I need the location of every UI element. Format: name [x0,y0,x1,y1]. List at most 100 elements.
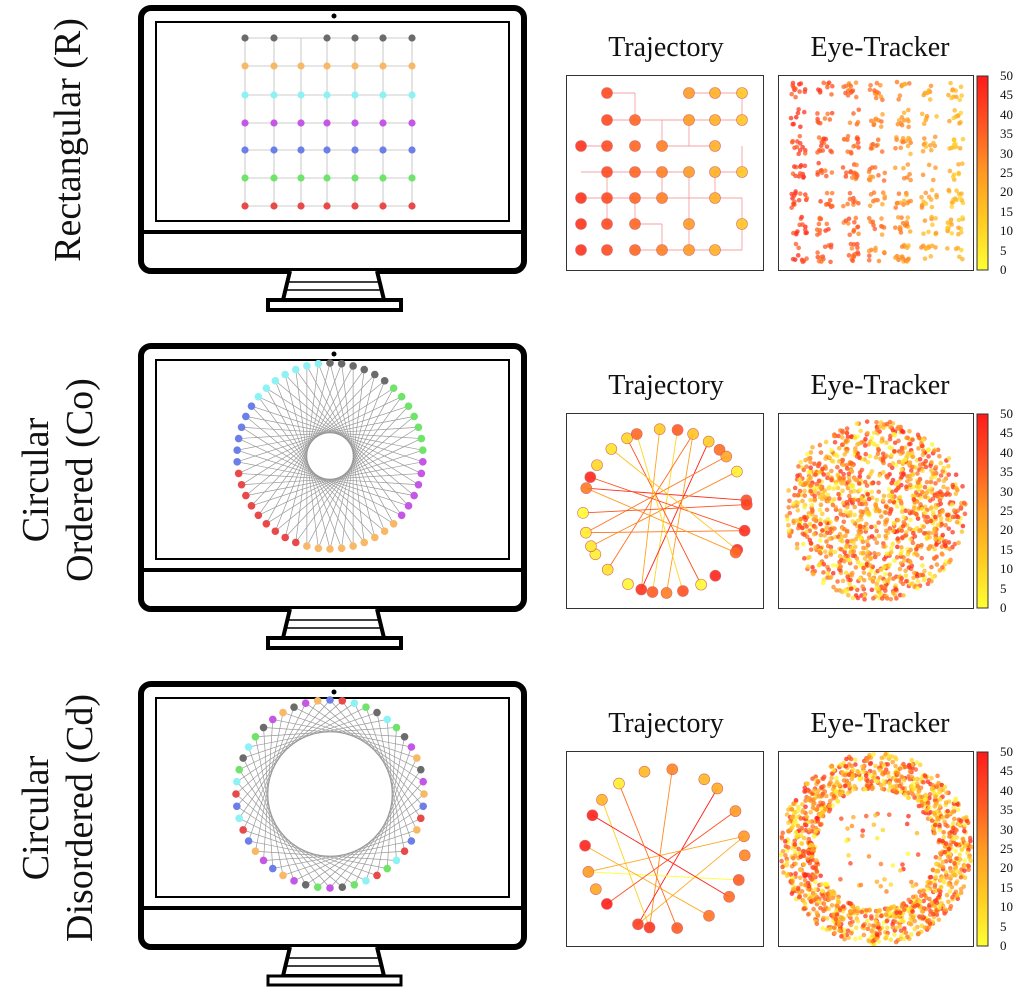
eye-fixation-point [954,519,960,525]
eye-fixation-point [855,140,861,145]
eye-fixation-point [949,204,955,210]
eye-fixation-point [887,499,893,504]
graph-node [338,883,347,891]
eye-fixation-point [861,769,866,775]
eye-fixation-point [840,578,846,584]
eye-fixation-point [812,489,818,494]
eye-fixation-point [816,221,822,227]
eye-fixation-point [900,862,905,867]
eye-fixation-point [921,199,926,205]
eye-fixation-point [920,172,926,178]
eye-fixation-point [817,469,822,475]
graph-node [262,519,271,528]
eye-fixation-point [910,791,916,797]
eye-fixation-point [852,488,857,494]
eye-fixation-point [881,763,887,768]
eye-fixation-point [814,481,819,487]
eye-fixation-point [912,777,918,782]
eye-fixation-point [940,859,946,865]
eye-fixation-point [905,851,911,857]
graph-node [323,91,331,99]
eye-fixation-point [876,258,882,264]
eye-fixation-point [898,918,903,924]
eye-fixation-point [946,463,951,469]
eye-fixation-point [823,806,828,812]
eye-fixation-point [824,221,830,227]
eye-fixation-point [887,445,893,450]
eye-fixation-point [937,453,942,459]
eye-fixation-point [904,192,909,198]
eye-fixation-point [853,536,859,542]
eye-fixation-point [812,887,818,892]
eye-fixation-point [820,492,826,497]
eye-fixation-point [924,90,930,96]
eye-fixation-point [823,168,828,174]
graph-node [400,732,409,741]
eye-fixation-point [891,590,896,596]
eye-fixation-point [812,892,818,898]
eye-fixation-point [943,907,948,913]
eye-fixation-point [819,139,825,145]
eye-fixation-point [934,114,939,119]
eye-fixation-point [821,570,826,575]
eye-fixation-point [781,870,786,875]
eye-fixation-point [931,911,936,917]
eye-fixation-point [921,437,926,443]
graph-node [234,469,243,478]
eye-fixation-point [940,532,946,538]
eye-fixation-point [808,465,813,471]
eye-fixation-point [835,903,840,909]
eye-fixation-point [932,556,937,561]
eye-fixation-point [898,121,904,126]
eye-fixation-point [868,118,874,124]
eye-fixation-point [919,111,925,117]
graph-edge [263,727,274,869]
eye-fixation-point [838,547,844,552]
eye-fixation-point [947,118,952,124]
eye-fixation-point [793,830,799,835]
eye-fixation-point [867,761,873,767]
eye-fixation-point [929,475,934,481]
eye-fixation-point [796,197,802,203]
eye-fixation-point [804,814,809,820]
eye-fixation-point [929,204,935,210]
eye-fixation-point [844,544,849,549]
graph-node [326,696,334,704]
eye-fixation-point [966,864,972,869]
camera-icon [331,351,337,357]
eye-fixation-point [818,521,823,527]
eye-fixation-point [867,177,873,183]
eye-fixation-point [845,553,851,559]
eye-fixation-point [863,813,869,819]
graph-node [414,480,423,489]
graph-edge [272,719,412,748]
eye-fixation-point [923,518,928,523]
graph-node [242,491,250,500]
eye-fixation-point [862,479,868,485]
graph-node [251,732,260,741]
eye-fixation-point [875,137,881,142]
eye-fixation-point [800,222,805,227]
eye-fixation-point [879,149,885,154]
colorbar-tick: 35 [1000,464,1013,479]
eye-fixation-point [897,766,903,771]
eye-fixation-point [864,907,869,913]
trajectory-node [736,218,748,230]
eye-fixation-point [956,217,962,223]
eye-fixation-point [926,925,932,930]
graph-node [323,119,331,127]
graph-node [242,412,250,421]
eye-fixation-point [844,426,850,431]
eye-fixation-point [810,805,816,811]
eye-fixation-point [899,445,905,451]
eye-fixation-point [795,253,801,258]
eye-fixation-point [938,460,944,466]
trajectory-edge [585,456,727,534]
eye-fixation-point [846,780,852,786]
graph-node [270,174,278,182]
eye-fixation-point [859,909,865,915]
eye-fixation-point [822,488,828,493]
eye-fixation-point [853,215,859,221]
eye-fixation-point [844,838,849,844]
eye-fixation-point [920,448,926,453]
